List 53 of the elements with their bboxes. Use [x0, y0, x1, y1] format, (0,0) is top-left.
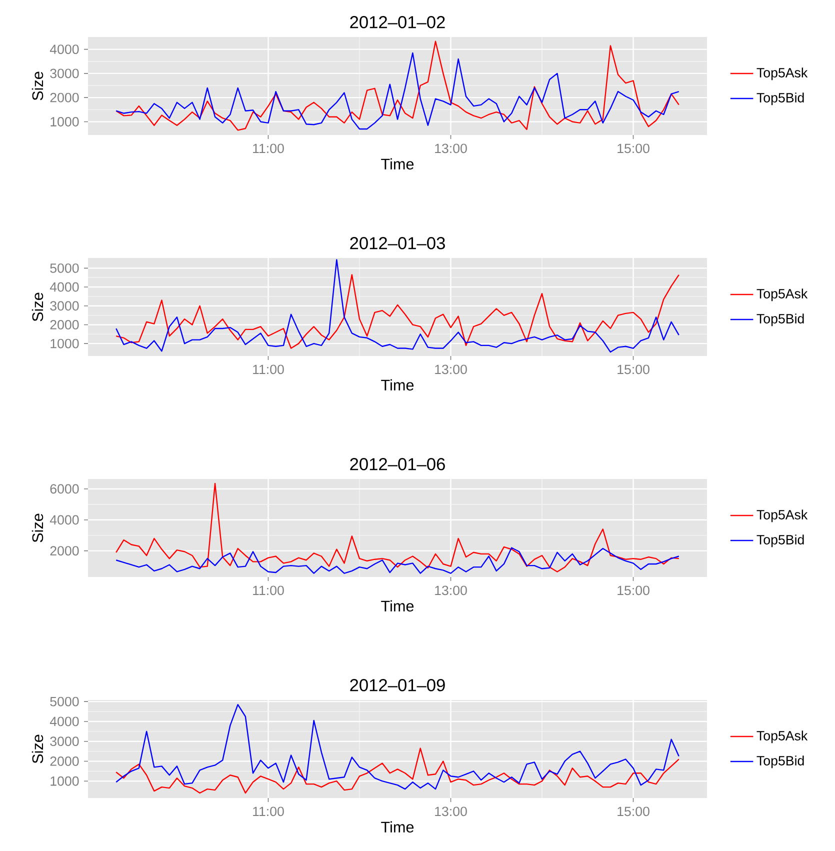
legend-label: Top5Bid: [756, 92, 804, 106]
y-tick-label: 2000: [50, 756, 79, 766]
legend-label: Top5Ask: [756, 510, 808, 522]
y-axis-title: Size: [32, 292, 44, 322]
y-tick-label: 1000: [50, 338, 79, 348]
legend-label: Top5Bid: [756, 314, 804, 326]
y-tick-label: 5000: [50, 696, 79, 706]
x-tick-label: 11:00: [253, 586, 284, 596]
x-tick-label: 15:00: [618, 364, 650, 374]
x-tick-label: 15:00: [618, 144, 650, 154]
legend-label: Top5Ask: [756, 68, 808, 80]
line-series: [116, 482, 680, 572]
x-tick-label: 13:00: [435, 364, 467, 374]
x-tick-label: 11:00: [253, 144, 284, 154]
legend-label: Top5Bid: [756, 756, 804, 768]
x-tick-label: 13:00: [435, 144, 467, 154]
chart-title: 2012‒01‒02: [350, 16, 445, 28]
line-series: [116, 259, 680, 353]
chart-title: 2012‒01‒09: [350, 679, 445, 692]
x-tick-label: 13:00: [435, 586, 467, 596]
y-axis-title: Size: [32, 734, 44, 764]
x-axis-title: Time: [381, 158, 414, 170]
x-axis-title: Time: [381, 821, 414, 833]
y-tick-label: 3000: [50, 736, 79, 746]
y-tick-label: 3000: [50, 68, 79, 78]
y-tick-label: 4000: [50, 282, 79, 292]
x-tick-label: 13:00: [435, 806, 467, 816]
legend-label: Top5Bid: [756, 534, 804, 548]
line-series: [116, 748, 680, 794]
y-axis-title: Size: [32, 514, 44, 542]
legend-label: Top5Ask: [756, 288, 808, 302]
y-tick-label: 3000: [50, 301, 79, 311]
y-axis-title: Size: [32, 72, 44, 100]
line-series: [116, 274, 680, 349]
y-tick-label: 2000: [50, 546, 79, 556]
x-tick-label: 11:00: [253, 806, 284, 816]
y-tick-label: 1000: [50, 117, 79, 126]
y-tick-label: 6000: [50, 484, 79, 494]
y-tick-label: 4000: [50, 44, 79, 54]
y-tick-label: 5000: [50, 263, 79, 273]
x-axis-title: Time: [381, 600, 414, 612]
x-tick-label: 11:00: [253, 364, 284, 374]
y-tick-label: 1000: [50, 776, 79, 786]
y-tick-label: 4000: [50, 515, 79, 525]
legend-label: Top5Ask: [756, 730, 808, 744]
chart-title: 2012‒01‒03: [350, 237, 445, 250]
y-tick-label: 2000: [50, 320, 79, 330]
x-tick-label: 15:00: [618, 586, 650, 596]
chart-title: 2012‒01‒06: [350, 458, 445, 470]
y-tick-label: 4000: [50, 716, 79, 726]
x-tick-label: 15:00: [618, 806, 650, 816]
y-tick-label: 2000: [50, 92, 79, 102]
x-axis-title: Time: [381, 379, 414, 391]
